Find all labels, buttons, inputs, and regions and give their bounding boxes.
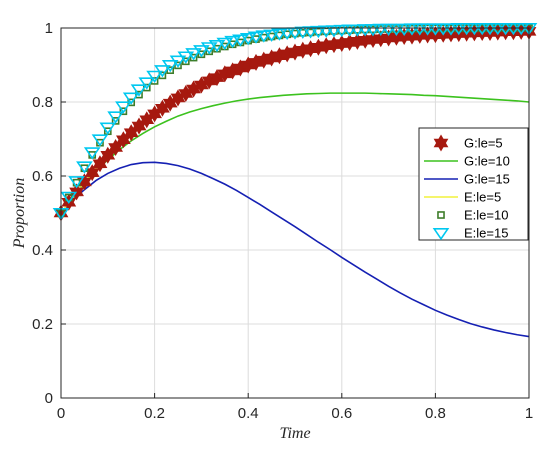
data-point <box>473 22 491 36</box>
data-point <box>208 39 226 53</box>
x-tick-label: 1 <box>525 405 533 422</box>
legend-entry: G:le=10 <box>424 154 510 169</box>
data-point <box>60 191 78 204</box>
data-point <box>146 70 163 83</box>
data-point <box>349 24 366 37</box>
y-tick-label: 1 <box>45 20 53 37</box>
legend-label: E:le=5 <box>464 190 501 205</box>
data-point <box>497 22 514 36</box>
data-point <box>520 22 538 36</box>
data-point <box>232 34 249 47</box>
legend-label: G:le=5 <box>464 136 503 151</box>
series-g-le-10 <box>60 92 530 214</box>
series-g-le-5 <box>53 22 537 222</box>
x-tick-label: 0.2 <box>144 405 165 422</box>
data-point <box>380 23 397 36</box>
data-point <box>333 24 351 38</box>
data-point <box>135 90 143 99</box>
data-point <box>433 134 449 152</box>
data-point <box>403 23 421 36</box>
data-point <box>395 23 413 36</box>
data-point <box>263 29 280 42</box>
data-point <box>115 101 132 114</box>
data-point <box>138 77 156 90</box>
data-point <box>107 111 124 124</box>
data-point <box>239 32 257 46</box>
x-tick-label: 0.6 <box>331 405 352 422</box>
data-point <box>91 134 109 147</box>
x-axis-label: Time <box>279 425 310 442</box>
legend-entry: E:le=10 <box>437 208 508 223</box>
data-point <box>271 28 288 41</box>
data-point <box>317 25 335 38</box>
legend-label: G:le=15 <box>464 172 510 187</box>
y-axis-label: Proportion <box>11 178 28 250</box>
data-point <box>83 147 101 160</box>
legend-entry: G:le=15 <box>424 172 510 187</box>
data-point <box>177 51 195 64</box>
legend: G:le=5 G:le=10 G:le=15 E:le=5 E:le=10 E:le=15 <box>418 127 529 241</box>
data-point <box>161 59 179 73</box>
data-point <box>356 24 374 37</box>
data-point <box>174 61 182 70</box>
data-point <box>427 23 444 36</box>
data-point <box>181 57 190 66</box>
data-point <box>310 25 327 39</box>
data-point <box>200 42 218 55</box>
data-point <box>122 92 140 105</box>
data-point <box>247 31 265 44</box>
legend-label: G:le=10 <box>464 154 510 169</box>
data-point <box>302 26 319 39</box>
data-point <box>450 22 468 36</box>
legend-entry: E:le=5 <box>424 190 501 205</box>
data-point <box>489 22 507 36</box>
data-point <box>169 55 187 68</box>
data-point <box>325 25 343 38</box>
data-point <box>193 45 210 58</box>
series-line <box>60 92 530 214</box>
x-tick-label: 0 <box>57 405 65 422</box>
legend-label: E:le=10 <box>464 208 508 223</box>
series-e-le-15 <box>52 22 538 221</box>
data-point <box>364 24 382 37</box>
data-point <box>372 23 390 36</box>
data-point <box>111 117 120 125</box>
data-point <box>76 161 93 174</box>
data-point <box>130 84 148 97</box>
x-tick-label: 0.4 <box>238 405 259 422</box>
y-tick-label: 0.8 <box>32 94 53 111</box>
data-point <box>216 37 234 51</box>
y-tick-label: 0.2 <box>32 316 53 333</box>
series-g-le-15 <box>60 161 530 338</box>
data-point <box>185 48 202 61</box>
data-point <box>512 22 530 36</box>
y-tick-label: 0.4 <box>32 242 53 259</box>
data-point <box>255 30 273 43</box>
y-tick-label: 0 <box>45 390 53 407</box>
data-point <box>419 23 436 36</box>
data-point <box>154 65 171 78</box>
series-line <box>60 161 530 338</box>
legend-label: E:le=15 <box>464 226 508 241</box>
data-point <box>466 22 483 36</box>
data-point <box>437 211 445 219</box>
data-point <box>99 122 117 135</box>
legend-entry: E:le=15 <box>432 226 508 241</box>
data-point <box>68 176 85 189</box>
data-point <box>294 26 312 39</box>
plot-frame <box>60 27 530 399</box>
data-point <box>224 35 241 49</box>
y-tick-label: 0.6 <box>32 168 53 185</box>
data-point <box>189 53 198 62</box>
data-point <box>432 227 450 241</box>
data-point <box>119 107 128 116</box>
data-point <box>442 23 460 36</box>
data-point <box>278 27 296 41</box>
y-axis-ticks: 0 0.2 0.4 0.6 0.8 1 <box>32 20 66 407</box>
x-tick-label: 0.8 <box>425 405 446 422</box>
legend-entry: G:le=5 <box>433 134 503 152</box>
x-axis-ticks: 0 0.2 0.4 0.6 0.8 1 <box>57 393 533 422</box>
